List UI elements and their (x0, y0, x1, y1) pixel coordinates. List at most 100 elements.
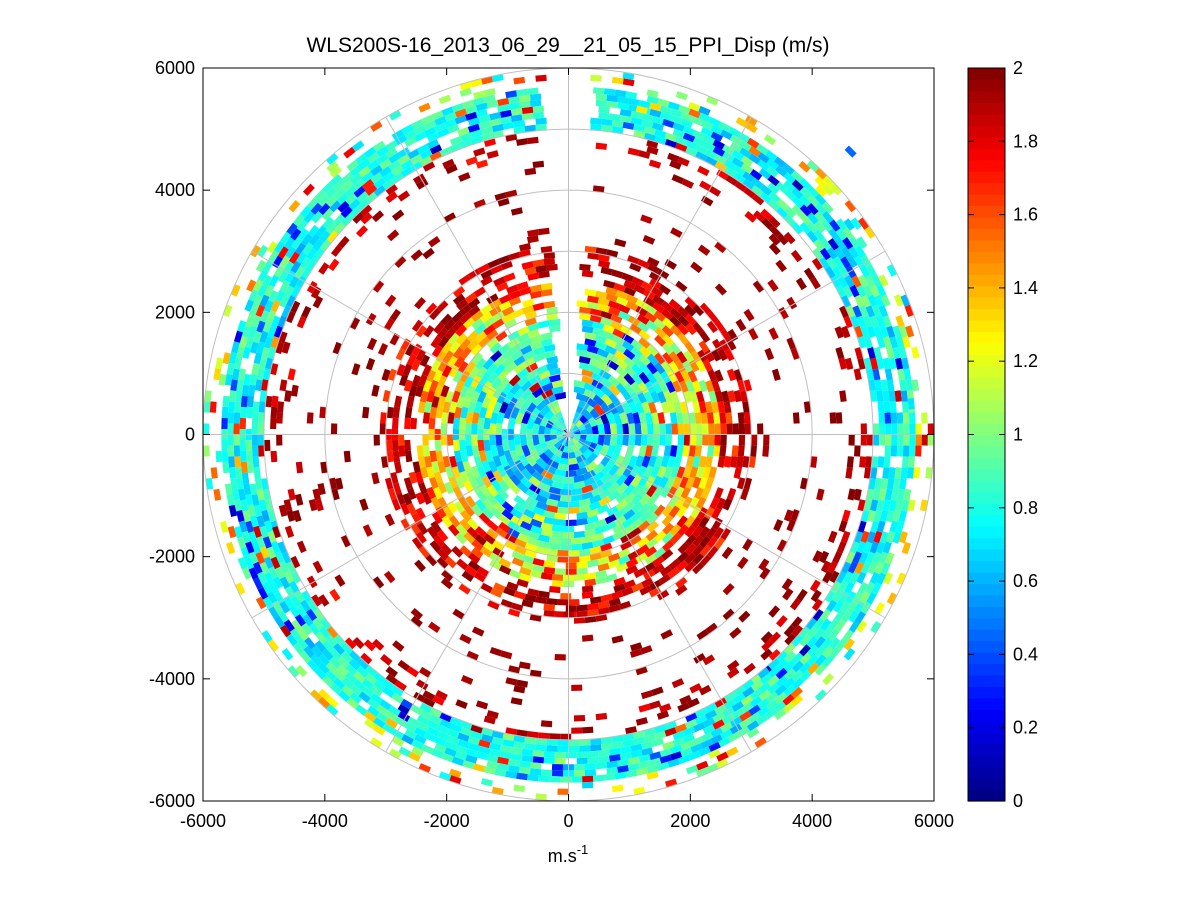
ppi-cell-219 (528, 374, 542, 386)
ppi-cell-2722 (472, 96, 486, 106)
ppi-cell-2490 (892, 478, 901, 490)
ppi-cell-2781 (314, 667, 327, 680)
ppi-cell-1966 (654, 730, 667, 740)
ppi-cell-1112 (611, 269, 624, 279)
ppi-cell-1925 (279, 561, 290, 574)
ppi-cell-1485 (458, 172, 471, 182)
ppi-cell-1776 (382, 679, 395, 691)
ppi-cell-2578 (233, 357, 243, 370)
colorbar-tick-label-9: 0.2 (1013, 718, 1038, 738)
ppi-cell-417 (584, 338, 597, 347)
ppi-cell-746 (543, 300, 556, 309)
ppi-cell-2757 (221, 406, 229, 419)
ppi-cell-1585 (527, 136, 539, 145)
ppi-cell-1453 (306, 412, 314, 424)
ppi-cell-1866 (664, 132, 677, 142)
ppi-cell-1190 (402, 493, 413, 506)
ppi-cell-2089 (284, 586, 296, 599)
ppi-cell-1763 (285, 561, 297, 574)
ppi-cell-2567 (283, 237, 295, 250)
ppi-cell-1880 (460, 132, 473, 142)
ppi-cell-2822 (727, 731, 741, 743)
ppi-cell-2052 (353, 185, 366, 198)
colorbar-level-58 (968, 125, 1005, 138)
ppi-cell-1459 (816, 488, 825, 501)
ppi-cell-849 (654, 530, 667, 543)
colorbar-level-11 (968, 663, 1005, 676)
ppi-cell-130 (592, 394, 605, 407)
ppi-cell-2032 (630, 117, 643, 126)
ppi-cell-1688 (830, 275, 842, 289)
ppi-cell-2815 (657, 761, 670, 771)
ppi-cell-2833 (835, 638, 848, 651)
ppi-cell-1154 (668, 558, 681, 571)
ppi-cell-1773 (356, 658, 370, 670)
ppi-cell-545 (507, 520, 520, 532)
ppi-cell-1909 (254, 379, 263, 392)
ppi-cell-1218 (726, 487, 737, 501)
ppi-cell-637 (524, 317, 537, 327)
ppi-cell-2636 (649, 757, 662, 767)
ppi-cell-661 (557, 550, 569, 557)
ppi-cell-2762 (222, 461, 230, 474)
ppi-cell-2502 (889, 336, 899, 349)
ppi-cell-94 (533, 412, 544, 426)
ppi-cell-1006 (623, 286, 637, 297)
ppi-cell-1723 (419, 155, 433, 167)
ppi-cell-709 (504, 540, 518, 551)
ppi-cell-46 (562, 446, 569, 453)
ppi-cell-563 (669, 445, 678, 457)
ppi-cell-1048 (704, 349, 715, 363)
ppi-cell-1196 (444, 556, 457, 569)
ppi-cell-2434 (394, 716, 408, 728)
ppi-cell-1426 (696, 629, 710, 641)
ppi-cell-424 (487, 371, 499, 385)
ppi-cell-1777 (391, 685, 404, 697)
ppi-cell-176 (601, 463, 613, 476)
ppi-cell-1194 (429, 540, 442, 553)
ppi-cell-1594 (318, 262, 330, 275)
ppi-cell-1640 (505, 133, 518, 142)
ppi-cell-1509 (475, 700, 489, 710)
chart-title: WLS200S-16_2013_06_29__21_05_15_PPI_Disp… (306, 34, 829, 57)
ppi-cell-2978 (261, 630, 273, 643)
ppi-cell-2734 (346, 159, 359, 172)
ppi-cell-1257 (415, 531, 427, 545)
ppi-cell-509 (669, 412, 678, 424)
ppi-cell-2928 (281, 648, 294, 661)
ppi-cell-2248 (256, 536, 266, 549)
ppi-cell-2582 (228, 401, 236, 413)
ppi-cell-795 (698, 401, 707, 414)
ppi-cell-429 (471, 423, 478, 435)
ppi-cell-943 (529, 284, 542, 293)
ppi-cell-1266 (598, 607, 610, 616)
ppi-cell-1975 (742, 686, 755, 698)
ppi-cell-919 (694, 487, 705, 500)
ppi-cell-2076 (245, 439, 253, 452)
ppi-cell-1875 (513, 119, 526, 128)
ppi-cell-366 (623, 364, 637, 377)
ppi-cell-842 (576, 567, 588, 575)
ppi-cell-302 (501, 474, 514, 487)
ppi-cell-407 (659, 423, 666, 435)
ppi-cell-2207 (467, 117, 481, 127)
ppi-cell-1779 (429, 707, 442, 718)
ppi-cell-2831 (821, 655, 834, 668)
ppi-cell-1095 (698, 516, 710, 529)
ppi-cell-1124 (433, 321, 445, 335)
ppi-cell-1577 (840, 325, 851, 339)
ppi-cell-2010 (849, 284, 860, 298)
ppi-cell-2237 (239, 417, 247, 430)
ppi-cell-785 (668, 505, 681, 518)
ppi-cell-2954 (844, 199, 857, 213)
ppi-cell-2545 (475, 102, 488, 112)
ppi-cell-1088 (613, 583, 626, 593)
ppi-cell-1703 (695, 151, 708, 162)
ppi-cell-186 (581, 375, 594, 385)
ppi-cell-1303 (387, 368, 398, 381)
ppi-cell-2694 (821, 201, 834, 214)
ppi-cell-2170 (869, 315, 880, 328)
ppi-cell-2732 (363, 146, 377, 159)
ppi-cell-1990 (852, 551, 863, 564)
ppi-cell-1888 (373, 177, 386, 190)
